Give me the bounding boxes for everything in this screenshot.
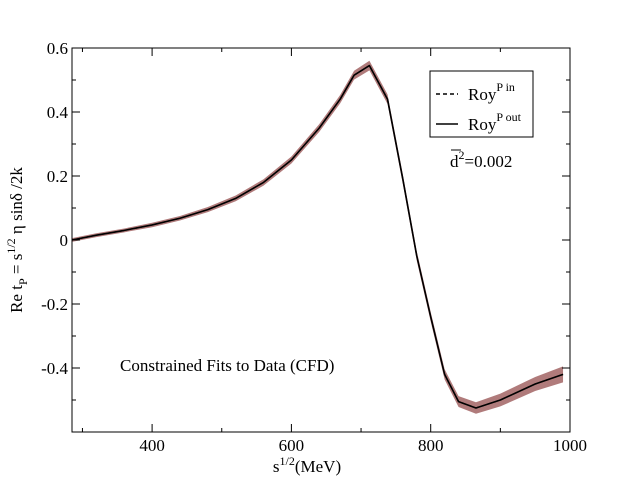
- y-tick-label: -0.2: [41, 295, 68, 314]
- y-tick-label: 0.2: [47, 167, 68, 186]
- legend-box: [429, 70, 534, 138]
- legend: RoyP in RoyP out: [429, 70, 534, 138]
- fit-annotation: Constrained Fits to Data (CFD): [120, 356, 334, 375]
- x-tick-label: 600: [279, 436, 305, 455]
- y-tick-label: 0.6: [47, 39, 68, 58]
- x-axis-label: s1/2(MeV): [273, 454, 341, 476]
- series-layer: [71, 64, 564, 409]
- legend-label-roy-p-in: RoyP in: [468, 80, 515, 104]
- d-bar-annotation: d2=0.002: [450, 148, 512, 171]
- y-tick-label: -0.4: [41, 359, 68, 378]
- y-axis-label: Re tP = s1/2 η sinδ /2k: [4, 167, 30, 313]
- series-line-roy-p-out: [71, 64, 564, 409]
- x-tick-label: 1000: [553, 436, 587, 455]
- uncertainty-band: [72, 60, 564, 414]
- uncertainty-band-layer: [72, 60, 564, 414]
- legend-label-roy-p-out: RoyP out: [468, 110, 522, 134]
- ticks-layer: 400 600 800 1000 -0.4 -0.2 0 0.2 0.4 0.6: [41, 39, 587, 455]
- x-tick-label: 400: [139, 436, 165, 455]
- x-tick-label: 800: [418, 436, 444, 455]
- y-tick-label: 0: [60, 231, 69, 250]
- d-bar-text: d2=0.002: [450, 148, 512, 171]
- y-tick-label: 0.4: [47, 103, 69, 122]
